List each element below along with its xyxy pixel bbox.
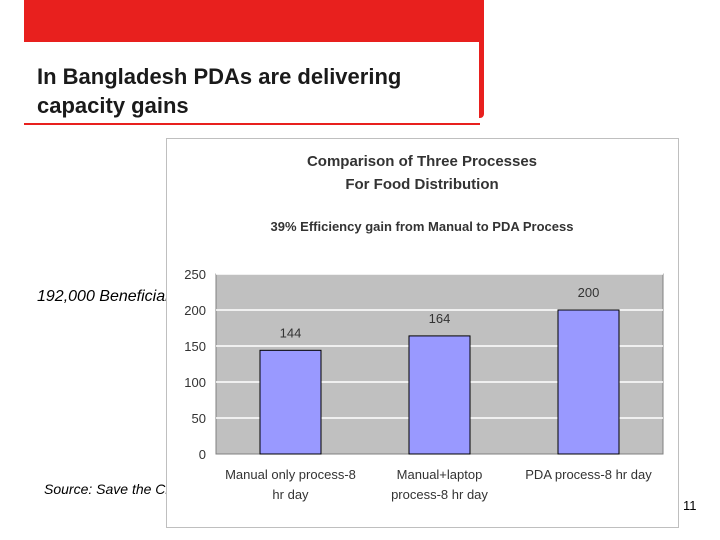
x-category-label: hr day: [272, 487, 309, 502]
x-category-label: Manual+laptop: [397, 467, 483, 482]
data-label: 200: [578, 285, 600, 300]
y-tick-label: 100: [184, 375, 206, 390]
header-band: [24, 0, 484, 42]
data-label: 144: [280, 325, 302, 340]
slide-title: In Bangladesh PDAs are delivering capaci…: [37, 64, 402, 118]
chart-subtitle: 39% Efficiency gain from Manual to PDA P…: [271, 219, 574, 234]
y-tick-label: 50: [192, 411, 206, 426]
chart-title-line: Comparison of Three Processes: [307, 153, 537, 170]
y-tick-label: 150: [184, 339, 206, 354]
header-underline: [24, 123, 480, 125]
x-category-label: process-8 hr day: [391, 487, 488, 502]
data-label: 164: [429, 311, 451, 326]
page-number: 11: [683, 498, 697, 513]
bar-chart: Comparison of Three Processes For Food Di…: [184, 153, 664, 502]
beneficiaries-note: 192,000 Beneficiaries.: [37, 288, 196, 305]
chart-title-line: For Food Distribution: [345, 176, 498, 193]
bar: [408, 335, 471, 455]
header-edge: [479, 0, 484, 118]
y-tick-label: 0: [199, 447, 206, 462]
x-category-label: PDA process-8 hr day: [525, 467, 652, 482]
bar: [259, 349, 322, 455]
y-tick-label: 250: [184, 267, 206, 282]
y-tick-label: 200: [184, 303, 206, 318]
bar: [557, 309, 620, 455]
x-category-label: Manual only process-8: [225, 467, 356, 482]
chart-frame: Comparison of Three Processes For Food Di…: [166, 138, 679, 528]
